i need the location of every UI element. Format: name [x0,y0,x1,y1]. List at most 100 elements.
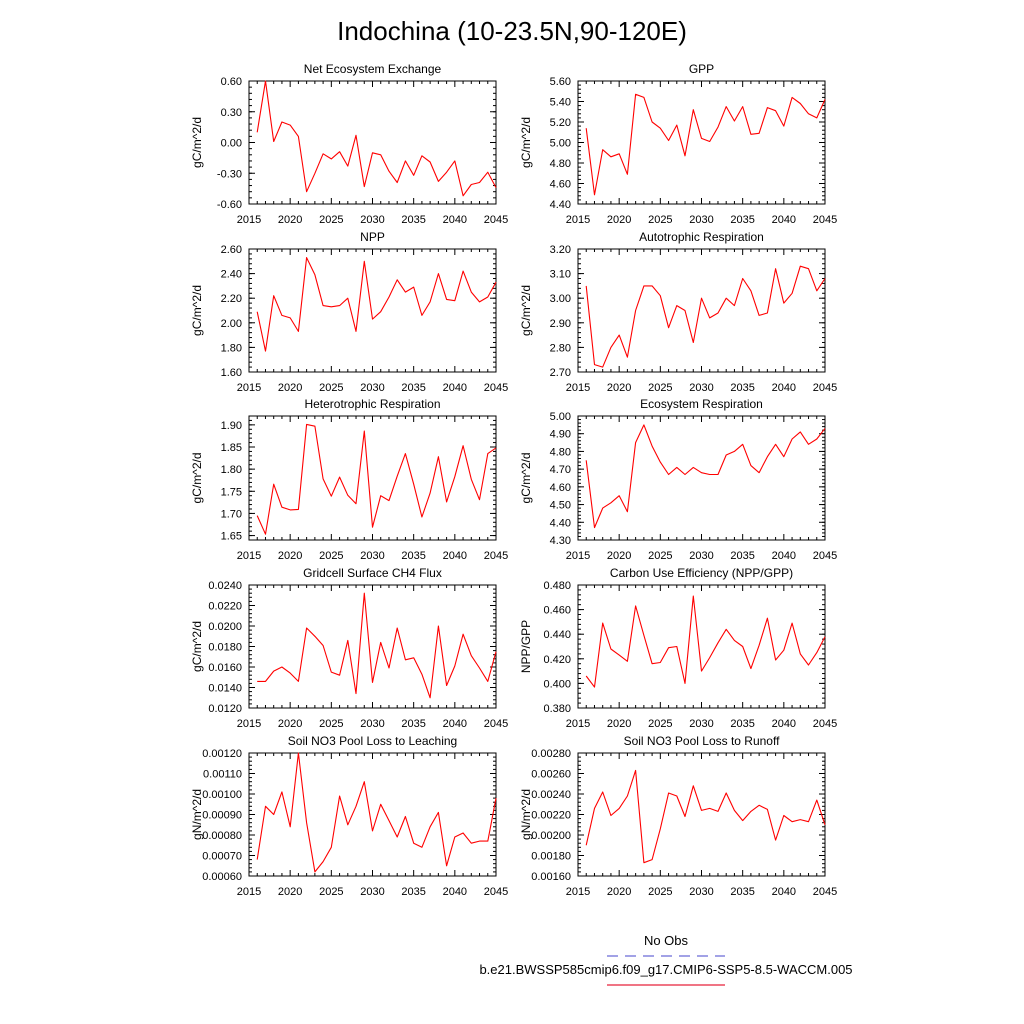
y-tick-label: 0.0240 [208,580,242,592]
y-tick-label: 1.65 [221,531,242,543]
y-tick-label: 0.0180 [208,642,242,654]
y-tick-label: 0.0160 [208,662,242,674]
panel-title: GPP [689,62,714,76]
series-line [585,424,826,529]
x-tick-label: 2015 [237,886,261,898]
x-tick-label: 2040 [772,886,796,898]
x-tick-label: 2025 [648,382,672,394]
x-tick-label: 2020 [607,382,631,394]
x-tick-label: 2030 [360,886,384,898]
chart-panel-6: Ecosystem Respiration gC/m^2/d 2015 2020 202… [519,397,837,562]
y-tick-label: 0.00120 [202,748,242,760]
legend-obs-label: No Obs [644,933,689,948]
y-tick-label: 1.75 [221,486,242,498]
legend-model-label: b.e21.BWSSP585cmip6.f09_g17.CMIP6-SSP5-8… [479,962,852,977]
y-tick-label: 0.00200 [531,830,571,842]
series-line [585,595,826,688]
panel-title: Autotrophic Respiration [639,230,764,244]
x-tick-label: 2045 [813,214,837,226]
y-tick-label: 0.0200 [208,621,242,633]
x-tick-label: 2025 [648,886,672,898]
x-tick-label: 2045 [813,382,837,394]
y-tick-label: 0.60 [221,76,242,88]
y-tick-label: 0.00160 [531,871,571,883]
x-tick-label: 2035 [730,382,754,394]
x-tick-label: 2025 [648,718,672,730]
x-tick-label: 2045 [813,718,837,730]
x-tick-label: 2030 [689,718,713,730]
chart-panel-3: NPP gC/m^2/d 2015 2020 2025 2030 2035 2040 2045 1… [190,230,508,394]
x-tick-label: 2025 [648,550,672,562]
y-axis-label: gN/m^2/d [190,789,204,840]
x-tick-label: 2035 [401,718,425,730]
x-tick-label: 2015 [566,382,590,394]
x-tick-label: 2045 [484,382,508,394]
panel-title: Soil NO3 Pool Loss to Leaching [288,734,457,748]
y-axis-label: NPP/GPP [519,620,533,673]
x-tick-label: 2045 [813,550,837,562]
y-tick-label: 0.00100 [202,789,242,801]
y-tick-label: 2.20 [221,293,242,305]
x-tick-label: 2015 [566,214,590,226]
x-tick-label: 2035 [401,550,425,562]
y-axis-label: gC/m^2/d [519,285,533,336]
y-tick-label: 1.80 [221,342,242,354]
y-tick-label: 0.00080 [202,830,242,842]
x-tick-label: 2015 [237,550,261,562]
y-axis-label: gC/m^2/d [190,285,204,336]
y-tick-label: 4.50 [550,500,571,512]
x-tick-label: 2025 [648,214,672,226]
y-tick-label: 0.00280 [531,748,571,760]
y-tick-label: 0.440 [543,629,571,641]
y-tick-label: 2.40 [221,269,242,281]
y-tick-label: 0.00220 [531,810,571,822]
y-tick-label: 0.00110 [203,769,242,781]
x-tick-label: 2030 [360,382,384,394]
y-tick-label: 4.40 [550,517,571,529]
y-tick-label: -0.30 [217,168,242,180]
y-tick-label: 0.00070 [202,851,242,863]
y-tick-label: -0.60 [217,199,242,211]
chart-panel-7: Gridcell Surface CH4 Flux gC/m^2/d 2015 202… [190,566,508,730]
y-tick-label: 2.90 [550,318,571,330]
series-line [585,769,826,864]
plot-frame [577,415,826,541]
series-line [256,423,497,535]
y-tick-label: 0.380 [543,703,571,715]
y-tick-label: 0.00180 [531,851,571,863]
x-tick-label: 2030 [360,550,384,562]
y-tick-label: 3.20 [550,244,571,256]
y-tick-label: 1.60 [221,367,242,379]
series-line [256,752,497,873]
x-tick-label: 2015 [566,886,590,898]
x-tick-label: 2035 [401,382,425,394]
y-axis-label: gC/m^2/d [190,621,204,672]
x-tick-label: 2040 [772,718,796,730]
panel-title: Ecosystem Respiration [640,397,763,411]
y-tick-label: 4.60 [550,179,571,191]
x-tick-label: 2025 [319,214,343,226]
x-tick-label: 2015 [237,214,261,226]
series-line [256,80,497,197]
x-tick-label: 2030 [689,550,713,562]
y-tick-label: 4.90 [550,429,571,441]
x-tick-label: 2015 [237,718,261,730]
x-tick-label: 2030 [360,214,384,226]
x-tick-label: 2020 [607,886,631,898]
y-tick-label: 4.80 [550,158,571,170]
plot-frame [577,80,826,205]
y-tick-label: 0.00240 [531,789,571,801]
y-tick-label: 5.20 [550,117,571,129]
y-tick-label: 5.00 [550,411,571,423]
panel-title: Gridcell Surface CH4 Flux [303,566,442,580]
y-tick-label: 0.00060 [202,871,242,883]
x-tick-label: 2030 [360,718,384,730]
series-line [585,93,826,196]
x-tick-label: 2025 [319,718,343,730]
chart-panel-5: Heterotrophic Respiration gC/m^2/d 2015 202… [190,397,508,562]
panel-title: NPP [360,230,385,244]
x-tick-label: 2040 [772,550,796,562]
y-tick-label: 4.30 [550,535,571,547]
y-tick-label: 3.10 [550,269,571,281]
